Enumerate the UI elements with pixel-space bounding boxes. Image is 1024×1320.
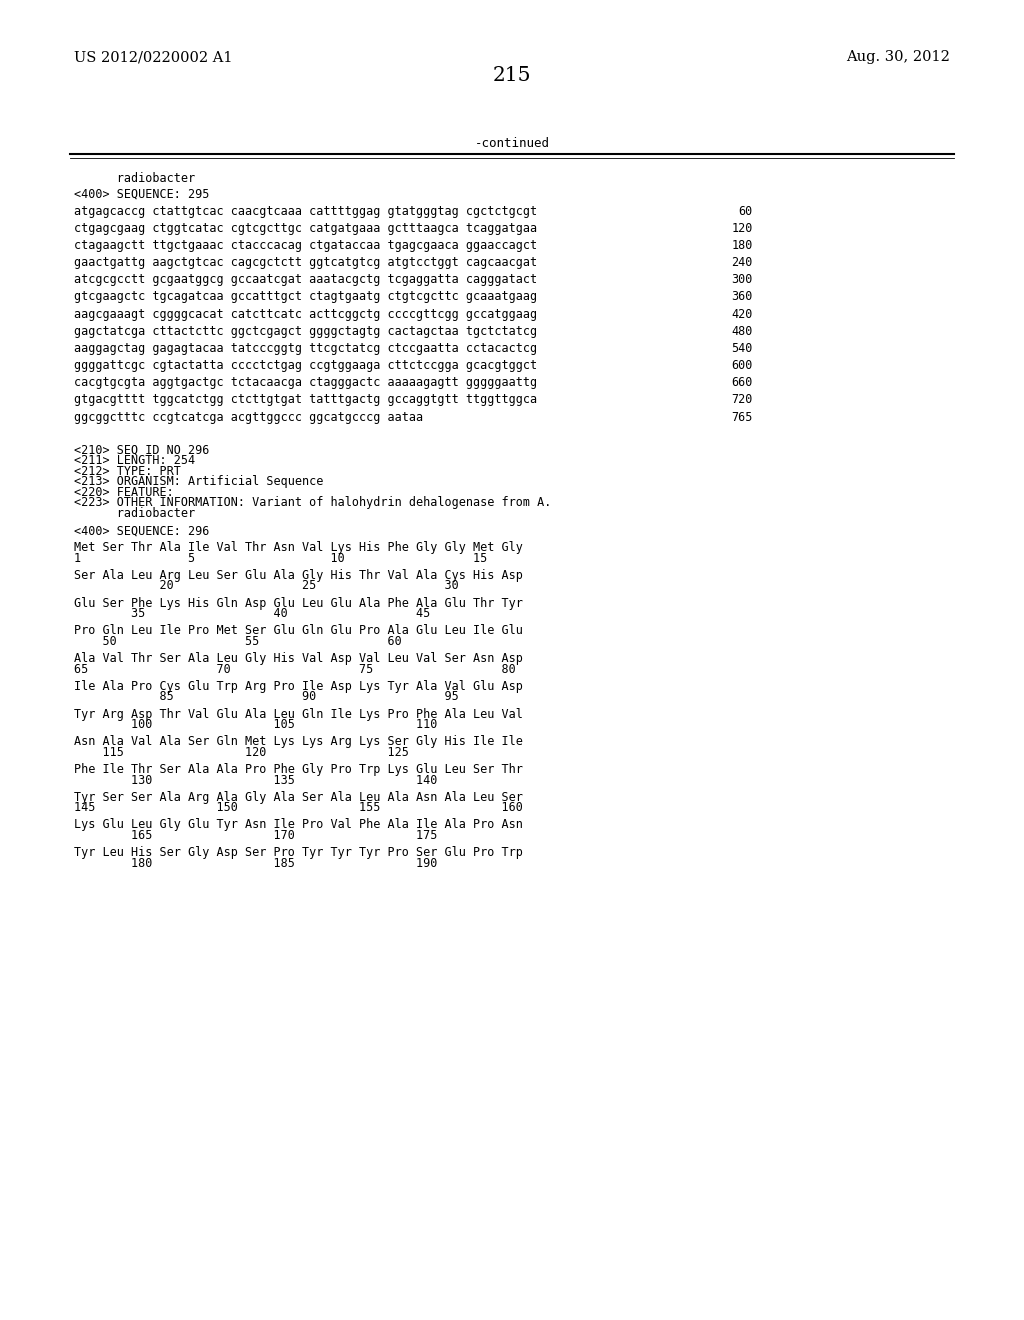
Text: Ser Ala Leu Arg Leu Ser Glu Ala Gly His Thr Val Ala Cys His Asp: Ser Ala Leu Arg Leu Ser Glu Ala Gly His … [74,569,522,582]
Text: gagctatcga cttactcttc ggctcgagct ggggctagtg cactagctaa tgctctatcg: gagctatcga cttactcttc ggctcgagct ggggcta… [74,325,537,338]
Text: Tyr Arg Asp Thr Val Glu Ala Leu Gln Ile Lys Pro Phe Ala Leu Val: Tyr Arg Asp Thr Val Glu Ala Leu Gln Ile … [74,708,522,721]
Text: 115                 120                 125: 115 120 125 [74,746,409,759]
Text: 540: 540 [731,342,753,355]
Text: Tyr Leu His Ser Gly Asp Ser Pro Tyr Tyr Tyr Pro Ser Glu Pro Trp: Tyr Leu His Ser Gly Asp Ser Pro Tyr Tyr … [74,846,522,859]
Text: <212> TYPE: PRT: <212> TYPE: PRT [74,465,180,478]
Text: gtcgaagctc tgcagatcaa gccatttgct ctagtgaatg ctgtcgcttc gcaaatgaag: gtcgaagctc tgcagatcaa gccatttgct ctagtga… [74,290,537,304]
Text: 180: 180 [731,239,753,252]
Text: <210> SEQ ID NO 296: <210> SEQ ID NO 296 [74,444,209,457]
Text: Aug. 30, 2012: Aug. 30, 2012 [847,50,950,65]
Text: 60: 60 [738,205,753,218]
Text: 1               5                   10                  15: 1 5 10 15 [74,552,487,565]
Text: 65                  70                  75                  80: 65 70 75 80 [74,663,515,676]
Text: 50                  55                  60: 50 55 60 [74,635,401,648]
Text: 100                 105                 110: 100 105 110 [74,718,437,731]
Text: Phe Ile Thr Ser Ala Ala Pro Phe Gly Pro Trp Lys Glu Leu Ser Thr: Phe Ile Thr Ser Ala Ala Pro Phe Gly Pro … [74,763,522,776]
Text: aaggagctag gagagtacaa tatcccggtg ttcgctatcg ctccgaatta cctacactcg: aaggagctag gagagtacaa tatcccggtg ttcgcta… [74,342,537,355]
Text: 145                 150                 155                 160: 145 150 155 160 [74,801,522,814]
Text: 240: 240 [731,256,753,269]
Text: <213> ORGANISM: Artificial Sequence: <213> ORGANISM: Artificial Sequence [74,475,324,488]
Text: ctagaagctt ttgctgaaac ctacccacag ctgataccaa tgagcgaaca ggaaccagct: ctagaagctt ttgctgaaac ctacccacag ctgatac… [74,239,537,252]
Text: Ala Val Thr Ser Ala Leu Gly His Val Asp Val Leu Val Ser Asn Asp: Ala Val Thr Ser Ala Leu Gly His Val Asp … [74,652,522,665]
Text: 720: 720 [731,393,753,407]
Text: 85                  90                  95: 85 90 95 [74,690,459,704]
Text: Met Ser Thr Ala Ile Val Thr Asn Val Lys His Phe Gly Gly Met Gly: Met Ser Thr Ala Ile Val Thr Asn Val Lys … [74,541,522,554]
Text: Asn Ala Val Ala Ser Gln Met Lys Lys Arg Lys Ser Gly His Ile Ile: Asn Ala Val Ala Ser Gln Met Lys Lys Arg … [74,735,522,748]
Text: 130                 135                 140: 130 135 140 [74,774,437,787]
Text: <220> FEATURE:: <220> FEATURE: [74,486,173,499]
Text: 35                  40                  45: 35 40 45 [74,607,430,620]
Text: 420: 420 [731,308,753,321]
Text: 20                  25                  30: 20 25 30 [74,579,459,593]
Text: aagcgaaagt cggggcacat catcttcatc acttcggctg ccccgttcgg gccatggaag: aagcgaaagt cggggcacat catcttcatc acttcgg… [74,308,537,321]
Text: ggcggctttc ccgtcatcga acgttggccc ggcatgcccg aataa: ggcggctttc ccgtcatcga acgttggccc ggcatgc… [74,411,423,424]
Text: 215: 215 [493,66,531,84]
Text: radiobacter: radiobacter [74,172,195,185]
Text: gtgacgtttt tggcatctgg ctcttgtgat tatttgactg gccaggtgtt ttggttggca: gtgacgtttt tggcatctgg ctcttgtgat tatttga… [74,393,537,407]
Text: 660: 660 [731,376,753,389]
Text: <223> OTHER INFORMATION: Variant of halohydrin dehalogenase from A.: <223> OTHER INFORMATION: Variant of halo… [74,496,551,510]
Text: Lys Glu Leu Gly Glu Tyr Asn Ile Pro Val Phe Ala Ile Ala Pro Asn: Lys Glu Leu Gly Glu Tyr Asn Ile Pro Val … [74,818,522,832]
Text: atcgcgcctt gcgaatggcg gccaatcgat aaatacgctg tcgaggatta cagggatact: atcgcgcctt gcgaatggcg gccaatcgat aaatacg… [74,273,537,286]
Text: <400> SEQUENCE: 295: <400> SEQUENCE: 295 [74,187,209,201]
Text: -continued: -continued [474,137,550,150]
Text: Glu Ser Phe Lys His Gln Asp Glu Leu Glu Ala Phe Ala Glu Thr Tyr: Glu Ser Phe Lys His Gln Asp Glu Leu Glu … [74,597,522,610]
Text: radiobacter: radiobacter [74,507,195,520]
Text: Pro Gln Leu Ile Pro Met Ser Glu Gln Glu Pro Ala Glu Leu Ile Glu: Pro Gln Leu Ile Pro Met Ser Glu Gln Glu … [74,624,522,638]
Text: 480: 480 [731,325,753,338]
Text: ggggattcgc cgtactatta cccctctgag ccgtggaaga cttctccgga gcacgtggct: ggggattcgc cgtactatta cccctctgag ccgtgga… [74,359,537,372]
Text: ctgagcgaag ctggtcatac cgtcgcttgc catgatgaaa gctttaagca tcaggatgaa: ctgagcgaag ctggtcatac cgtcgcttgc catgatg… [74,222,537,235]
Text: 300: 300 [731,273,753,286]
Text: 360: 360 [731,290,753,304]
Text: 765: 765 [731,411,753,424]
Text: 165                 170                 175: 165 170 175 [74,829,437,842]
Text: atgagcaccg ctattgtcac caacgtcaaa cattttggag gtatgggtag cgctctgcgt: atgagcaccg ctattgtcac caacgtcaaa cattttg… [74,205,537,218]
Text: US 2012/0220002 A1: US 2012/0220002 A1 [74,50,232,65]
Text: Tyr Ser Ser Ala Arg Ala Gly Ala Ser Ala Leu Ala Asn Ala Leu Ser: Tyr Ser Ser Ala Arg Ala Gly Ala Ser Ala … [74,791,522,804]
Text: cacgtgcgta aggtgactgc tctacaacga ctagggactc aaaaagagtt gggggaattg: cacgtgcgta aggtgactgc tctacaacga ctaggga… [74,376,537,389]
Text: 180                 185                 190: 180 185 190 [74,857,437,870]
Text: Ile Ala Pro Cys Glu Trp Arg Pro Ile Asp Lys Tyr Ala Val Glu Asp: Ile Ala Pro Cys Glu Trp Arg Pro Ile Asp … [74,680,522,693]
Text: gaactgattg aagctgtcac cagcgctctt ggtcatgtcg atgtcctggt cagcaacgat: gaactgattg aagctgtcac cagcgctctt ggtcatg… [74,256,537,269]
Text: 600: 600 [731,359,753,372]
Text: 120: 120 [731,222,753,235]
Text: <211> LENGTH: 254: <211> LENGTH: 254 [74,454,195,467]
Text: <400> SEQUENCE: 296: <400> SEQUENCE: 296 [74,524,209,537]
